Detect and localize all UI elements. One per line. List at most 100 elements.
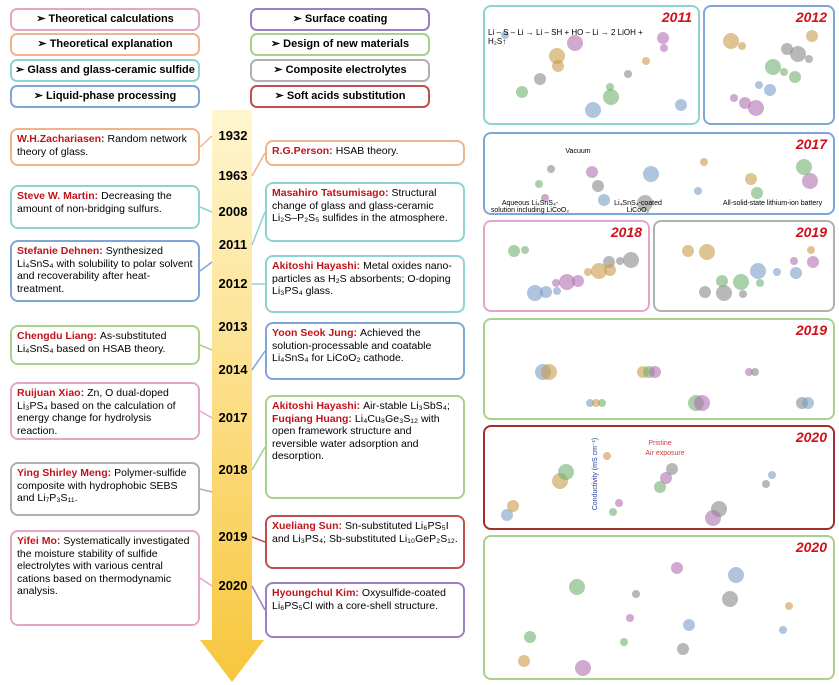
- year-label: 2020: [218, 578, 248, 593]
- illustration: [733, 274, 749, 290]
- illustration: [624, 70, 632, 78]
- illustration: [603, 89, 619, 105]
- illustration: [643, 166, 659, 182]
- illustration: [558, 464, 574, 480]
- illustration: [762, 480, 770, 488]
- panel-text: Li – S – Li → Li – SH + HO – Li → 2 LiOH…: [488, 28, 643, 46]
- entry: Xueliang Sun: Sn-substituted Li₆PS₅I and …: [272, 520, 458, 545]
- entry: Steve W. Martin: Decreasing the amount of…: [17, 190, 193, 215]
- illustration: [748, 100, 764, 116]
- illustration: [585, 102, 601, 118]
- panel-text: All-solid-state lithium-ion battery: [722, 200, 823, 207]
- illustration: [666, 463, 678, 475]
- image-panel: 2012: [703, 5, 835, 125]
- illustration: [785, 602, 793, 610]
- event-card: Yifei Mo: Systematically investigated the…: [10, 530, 200, 626]
- event-card: Ying Shirley Meng: Polymer-sulfide compos…: [10, 462, 200, 516]
- description: Li₄Cu₈Ge₃S₁₂ with open framework structu…: [272, 412, 440, 463]
- event-card: Stefanie Dehnen: Synthesized Li₄SnS₄ with…: [10, 240, 200, 302]
- connector: [199, 577, 213, 587]
- legend-item: ➢ Theoretical calculations: [10, 8, 200, 31]
- image-panel: 2011: [483, 5, 700, 125]
- illustration: [527, 285, 543, 301]
- description: As-substituted Li₄SnS₄ based on HSAB the…: [17, 330, 167, 355]
- illustration: [606, 83, 614, 91]
- illustration: [507, 500, 519, 512]
- image-panel: 2020: [483, 535, 835, 680]
- illustration: [575, 660, 591, 676]
- connector: [251, 585, 266, 611]
- author: Hyoungchul Kim:: [272, 587, 359, 599]
- illustration: [764, 84, 776, 96]
- event-card: Akitoshi Hayashi: Metal oxides nano-parti…: [265, 255, 465, 313]
- panel-text: Conductivity (mS cm⁻¹): [592, 437, 599, 511]
- description: Air-stable Li₃SbS₄;: [363, 400, 450, 412]
- illustration: [739, 290, 747, 298]
- entry: R.G.Person: HSAB theory.: [272, 145, 458, 158]
- illustration: [615, 499, 623, 507]
- illustration: [516, 86, 528, 98]
- panel-text: Pristine: [648, 440, 672, 447]
- illustration: [541, 364, 557, 380]
- panel-year: 2020: [795, 539, 827, 555]
- entry: Akitoshi Hayashi: Metal oxides nano-parti…: [272, 260, 458, 298]
- author: R.G.Person:: [272, 145, 333, 157]
- panel-year: 2017: [795, 136, 827, 152]
- illustration: [790, 257, 798, 265]
- illustration: [745, 368, 753, 376]
- connector: [251, 446, 266, 471]
- event-card: W.H.Zachariasen: Random network theory of…: [10, 128, 200, 166]
- illustration: [671, 562, 683, 574]
- image-panel: 2019: [653, 220, 835, 312]
- description: Polymer-sulfide composite with hydrophob…: [17, 467, 187, 504]
- illustration: [728, 567, 744, 583]
- event-card: Ruijuan Xiao: Zn, O dual-doped Li₃PS₄ bas…: [10, 382, 200, 440]
- legend-item: ➢ Composite electrolytes: [250, 59, 430, 82]
- author: Yoon Seok Jung:: [272, 327, 357, 339]
- legend-item: ➢ Surface coating: [250, 8, 430, 31]
- illustration: [508, 245, 520, 257]
- illustration: [780, 68, 788, 76]
- author: Fuqiang Huang:: [272, 412, 352, 425]
- panel-text: Vacuum: [565, 148, 591, 155]
- illustration: [739, 97, 751, 109]
- description: HSAB theory.: [335, 145, 399, 157]
- author: Chengdu Liang:: [17, 330, 97, 342]
- illustration: [535, 180, 543, 188]
- author: Ruijuan Xiao:: [17, 387, 85, 399]
- illustration: [722, 591, 738, 607]
- event-card: Hyoungchul Kim: Oxysulfide-coated Li₆PS₅C…: [265, 582, 465, 638]
- illustration: [807, 246, 815, 254]
- connector: [199, 344, 213, 351]
- illustration: [569, 579, 585, 595]
- illustration: [806, 30, 818, 42]
- author: Yifei Mo:: [17, 535, 61, 547]
- author: W.H.Zachariasen:: [17, 133, 105, 145]
- entry: Akitoshi Hayashi: Air-stable Li₃SbS₄;: [272, 400, 458, 413]
- description: Synthesized Li₄SnS₄ with solubility to p…: [17, 245, 193, 295]
- author: Akitoshi Hayashi:: [272, 400, 361, 412]
- illustration: [518, 655, 530, 667]
- event-card: Chengdu Liang: As-substituted Li₄SnS₄ bas…: [10, 325, 200, 365]
- year-label: 1963: [218, 168, 248, 183]
- author: Xueliang Sun:: [272, 520, 343, 532]
- connector: [251, 350, 266, 371]
- illustration: [626, 614, 634, 622]
- connector: [251, 211, 266, 246]
- illustration: [552, 279, 560, 287]
- illustration: [773, 268, 781, 276]
- panel-graphic: [508, 245, 639, 301]
- author: Masahiro Tatsumisago:: [272, 187, 389, 199]
- illustration: [682, 245, 694, 257]
- year-label: 2017: [218, 410, 248, 425]
- panel-year: 2019: [795, 322, 827, 338]
- illustration: [549, 48, 565, 64]
- entry: Hyoungchul Kim: Oxysulfide-coated Li₆PS₅C…: [272, 587, 458, 612]
- description: Structural change of glass and glass-cer…: [272, 187, 448, 224]
- illustration: [598, 399, 606, 407]
- illustration: [781, 43, 793, 55]
- year-label: 2011: [218, 237, 248, 252]
- illustration: [501, 31, 509, 39]
- description: Sn-substituted Li₆PS₅I and Li₃PS₄; Sb-su…: [272, 520, 458, 545]
- legend-item: ➢ Liquid-phase processing: [10, 85, 200, 108]
